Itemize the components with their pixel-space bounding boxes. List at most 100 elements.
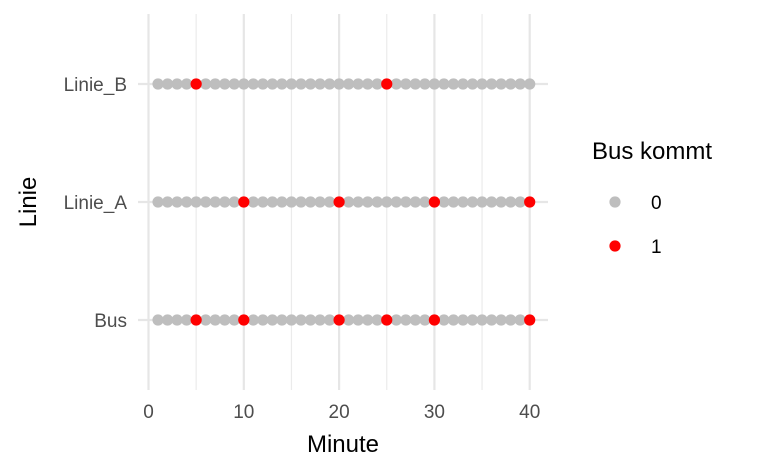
point-Bus-20 — [333, 314, 345, 326]
point-Bus-31 — [438, 314, 450, 326]
point-Linie_A-10 — [238, 196, 250, 208]
point-Linie_A-14 — [276, 196, 288, 208]
point-Linie_B-30 — [428, 78, 440, 90]
point-Linie_B-33 — [457, 78, 469, 90]
point-Bus-38 — [505, 314, 517, 326]
x-tick-label-10: 10 — [233, 402, 254, 423]
point-Linie_A-31 — [438, 196, 450, 208]
point-Linie_A-40 — [524, 196, 536, 208]
point-Linie_B-13 — [266, 78, 278, 90]
point-Bus-12 — [257, 314, 269, 326]
point-Linie_A-11 — [247, 196, 259, 208]
point-Linie_B-2 — [161, 78, 174, 90]
point-Linie_B-1 — [152, 78, 164, 90]
point-Bus-3 — [171, 314, 183, 326]
x-tick-label-30: 30 — [424, 402, 445, 423]
point-Linie_B-23 — [362, 78, 374, 90]
point-Bus-6 — [200, 314, 212, 326]
point-Linie_B-36 — [485, 78, 498, 90]
point-Bus-5 — [190, 314, 202, 326]
point-Linie_A-8 — [219, 196, 231, 208]
legend-title: Bus kommt — [592, 138, 712, 165]
point-Linie_B-37 — [495, 78, 507, 90]
point-Bus-9 — [228, 314, 240, 326]
point-Linie_B-22 — [352, 78, 364, 90]
point-Bus-29 — [419, 314, 431, 326]
point-Linie_A-12 — [257, 196, 269, 208]
point-Bus-14 — [276, 314, 288, 326]
legend-key-0 — [609, 196, 621, 208]
legend-items: 01 — [609, 193, 662, 258]
point-Bus-32 — [447, 314, 460, 326]
legend-label-0: 0 — [651, 193, 662, 214]
point-Linie_A-15 — [285, 196, 298, 208]
point-Linie_B-12 — [257, 78, 269, 90]
point-Linie_B-11 — [247, 78, 259, 90]
point-Linie_B-28 — [409, 78, 421, 90]
point-Linie_B-15 — [285, 78, 298, 90]
point-Bus-7 — [209, 314, 221, 326]
point-Bus-2 — [161, 314, 174, 326]
point-Linie_B-20 — [333, 78, 345, 90]
point-Linie_A-22 — [352, 196, 364, 208]
point-Bus-40 — [524, 314, 536, 326]
x-axis-title: Minute — [307, 431, 379, 458]
point-Bus-19 — [323, 314, 336, 326]
point-Linie_B-9 — [228, 78, 240, 90]
point-Linie_A-33 — [457, 196, 469, 208]
point-Linie_A-37 — [495, 196, 507, 208]
point-Linie_A-6 — [200, 196, 212, 208]
point-Linie_B-10 — [238, 78, 250, 90]
point-Bus-27 — [400, 314, 412, 326]
point-Linie_B-4 — [181, 78, 193, 90]
point-Bus-1 — [152, 314, 164, 326]
point-Linie_A-35 — [476, 196, 488, 208]
point-Linie_A-28 — [409, 196, 421, 208]
point-Linie_A-20 — [333, 196, 345, 208]
point-Linie_B-35 — [476, 78, 488, 90]
point-Linie_B-14 — [276, 78, 288, 90]
point-Linie_A-38 — [505, 196, 517, 208]
y-axis-title: Linie — [15, 177, 42, 228]
point-Bus-26 — [390, 314, 402, 326]
x-tick-label-20: 20 — [329, 402, 350, 423]
point-Linie_A-27 — [400, 196, 412, 208]
point-Linie_A-1 — [152, 196, 164, 208]
point-Bus-4 — [181, 314, 193, 326]
point-Linie_A-21 — [343, 196, 355, 208]
point-Linie_B-29 — [419, 78, 431, 90]
point-Linie_A-3 — [171, 196, 183, 208]
point-Linie_B-26 — [390, 78, 402, 90]
point-Linie_B-38 — [505, 78, 517, 90]
point-Linie_A-18 — [314, 196, 326, 208]
x-axis-ticks: 0 10 20 30 40 — [143, 402, 540, 423]
point-Bus-36 — [485, 314, 498, 326]
point-Bus-23 — [362, 314, 374, 326]
point-Bus-18 — [314, 314, 326, 326]
point-Bus-30 — [428, 314, 440, 326]
point-Linie_B-3 — [171, 78, 183, 90]
legend: Bus kommt 01 — [592, 138, 712, 258]
point-Linie_A-2 — [161, 196, 174, 208]
point-Linie_B-31 — [438, 78, 450, 90]
legend-label-1: 1 — [651, 237, 662, 258]
point-Linie_A-7 — [209, 196, 221, 208]
point-Bus-17 — [304, 314, 317, 326]
point-Linie_A-34 — [466, 196, 479, 208]
point-Bus-39 — [514, 314, 526, 326]
point-Bus-33 — [457, 314, 469, 326]
point-Linie_A-9 — [228, 196, 240, 208]
point-Linie_B-27 — [400, 78, 412, 90]
x-tick-label-0: 0 — [143, 402, 154, 423]
point-Linie_A-26 — [390, 196, 402, 208]
point-Bus-25 — [381, 314, 393, 326]
point-Bus-11 — [247, 314, 259, 326]
point-Linie_A-23 — [362, 196, 374, 208]
point-Bus-15 — [285, 314, 298, 326]
point-Linie_A-13 — [266, 196, 278, 208]
point-Linie_B-18 — [314, 78, 326, 90]
point-Linie_B-24 — [371, 78, 383, 90]
point-Linie_A-36 — [485, 196, 498, 208]
point-Bus-8 — [219, 314, 231, 326]
